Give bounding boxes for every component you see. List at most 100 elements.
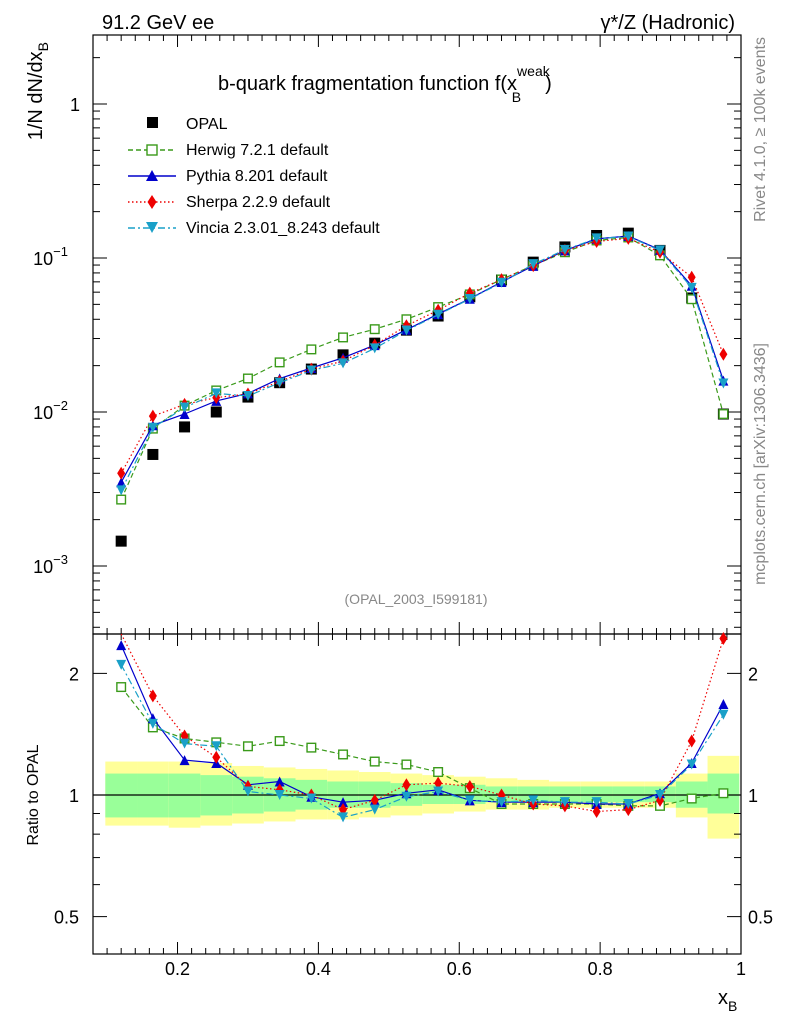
- ratio-point-vincia: [655, 790, 665, 800]
- ratio-line-vincia: [120, 664, 724, 819]
- ratio-point-herwig: [274, 736, 285, 747]
- legend-label-opal: OPAL: [186, 116, 228, 133]
- main-point-vincia: [559, 244, 570, 255]
- x-tick-label: 0.6: [447, 959, 472, 979]
- ratio-point-sherpa: [656, 793, 664, 807]
- main-point-sherpa: [148, 409, 157, 423]
- x-tick-label: 0.8: [588, 959, 613, 979]
- mcplots-label: mcplots.cern.ch [arXiv:1306.3436]: [752, 343, 769, 585]
- band-inner-bin: [517, 786, 550, 803]
- y-tick-label: 10−3: [33, 552, 68, 577]
- main-point-vincia: [306, 365, 317, 376]
- ratio-point-herwig: [116, 682, 127, 693]
- chart-title-sup: weak: [516, 63, 551, 79]
- main-line-pythia: [120, 235, 724, 483]
- uncertainty-bands: [105, 755, 740, 839]
- process-label: γ*/Z (Hadronic): [601, 12, 735, 34]
- main-point-vincia: [433, 309, 444, 320]
- ratio-point-vincia: [211, 741, 222, 752]
- ratio-point-pythia: [179, 755, 190, 766]
- ratio-y-tick-label-right: 0.5: [748, 908, 773, 928]
- ratio-point-pythia: [718, 698, 729, 709]
- ratio-point-sherpa: [687, 734, 696, 748]
- ratio-point-herwig: [718, 788, 729, 799]
- main-point-vincia: [338, 358, 349, 369]
- ratio-y-tick-label-left: 1: [69, 786, 79, 806]
- ratio-point-vincia: [496, 797, 507, 808]
- band-inner-bin: [549, 786, 581, 803]
- main-point-vincia: [591, 233, 602, 244]
- main-point-vincia: [242, 391, 253, 402]
- main-point-vincia: [623, 231, 634, 242]
- analysis-id: (OPAL_2003_I599181): [345, 591, 488, 607]
- legend-entry-opal: OPAL: [147, 116, 228, 133]
- ratio-point-sherpa: [148, 689, 157, 703]
- ratio-point-vincia: [591, 797, 602, 808]
- main-point-pythia: [179, 409, 190, 420]
- main-point-vincia: [369, 343, 380, 354]
- y-tick-label: 10−1: [33, 244, 68, 269]
- axes: 0.2 0.4 0.6 0.8 1 10−3 10−2 10−1 1 0.5 0.5 1 1 2 2: [33, 35, 773, 979]
- main-line-herwig: [120, 236, 724, 500]
- ratio-y-tick-label-left: 2: [69, 664, 79, 684]
- legend: OPAL Herwig 7.2.1 default Pythia 8.201 d…: [128, 116, 380, 237]
- rivet-version-label: Rivet 4.1.0, ≥ 100k events: [752, 37, 769, 222]
- ratio-point-herwig: [242, 741, 253, 752]
- ratio-point-vincia: [116, 659, 127, 670]
- ratio-point-sherpa: [624, 803, 633, 817]
- y-tick-label: 10−2: [33, 398, 68, 423]
- legend-entry-vincia: Vincia 2.3.01_8.243 default: [128, 220, 380, 237]
- ratio-point-vincia: [433, 786, 444, 797]
- ratio-line-pythia: [120, 644, 724, 805]
- ratio-point-pythia: [338, 797, 349, 808]
- y-tick-label: 1: [70, 95, 80, 115]
- ratio-point-vincia: [623, 798, 634, 809]
- main-point-herwig: [306, 344, 317, 355]
- main-point-herwig: [718, 409, 729, 420]
- legend-label-pythia: Pythia 8.201 default: [186, 168, 328, 185]
- ratio-y-tick-label-right: 1: [748, 786, 758, 806]
- main-point-opal: [115, 535, 127, 547]
- main-point-sherpa: [117, 466, 126, 480]
- main-point-vincia: [655, 245, 665, 256]
- legend-marker-pythia: [146, 170, 158, 181]
- legend-entry-sherpa: Sherpa 2.2.9 default: [128, 194, 331, 211]
- main-point-opal: [147, 448, 159, 460]
- ratio-point-herwig: [369, 756, 380, 767]
- legend-label-vincia: Vincia 2.3.01_8.243 default: [186, 220, 380, 237]
- main-point-sherpa: [687, 270, 696, 284]
- main-point-herwig: [369, 324, 380, 335]
- main-point-vincia: [686, 282, 697, 293]
- ratio-point-vincia: [147, 718, 158, 729]
- ratio-point-vincia: [306, 793, 317, 804]
- x-axis-label-main: x: [718, 987, 728, 1009]
- main-point-vincia: [274, 377, 285, 388]
- x-tick-label: 0.2: [165, 959, 190, 979]
- main-point-opal: [179, 421, 191, 433]
- ratio-point-herwig: [401, 759, 412, 770]
- main-point-vincia: [116, 485, 127, 496]
- ratio-ylabel: Ratio to OPAL: [25, 744, 42, 845]
- x-tick-label: 1: [736, 959, 746, 979]
- main-point-vincia: [718, 378, 729, 389]
- ratio-point-sherpa: [434, 776, 443, 790]
- main-point-vincia: [528, 259, 539, 270]
- ratio-point-vincia: [179, 738, 190, 749]
- ratio-y-tick-label-left: 0.5: [54, 908, 79, 928]
- ratio-point-sherpa: [402, 778, 411, 792]
- main-point-opal: [210, 406, 222, 418]
- legend-label-sherpa: Sherpa 2.2.9 default: [186, 194, 331, 211]
- ratio-point-herwig: [306, 742, 317, 753]
- ratio-point-vincia: [559, 797, 570, 808]
- main-point-herwig: [116, 494, 127, 505]
- legend-entry-pythia: Pythia 8.201 default: [128, 168, 328, 185]
- chart-title-sub: B: [512, 89, 521, 105]
- ratio-plot-series: [116, 631, 729, 823]
- main-point-sherpa: [719, 347, 728, 361]
- x-axis-label: xB: [718, 987, 737, 1014]
- legend-entry-herwig: Herwig 7.2.1 default: [128, 142, 329, 159]
- main-point-herwig: [242, 373, 253, 384]
- legend-marker-sherpa: [147, 195, 157, 209]
- ratio-point-herwig: [338, 749, 349, 760]
